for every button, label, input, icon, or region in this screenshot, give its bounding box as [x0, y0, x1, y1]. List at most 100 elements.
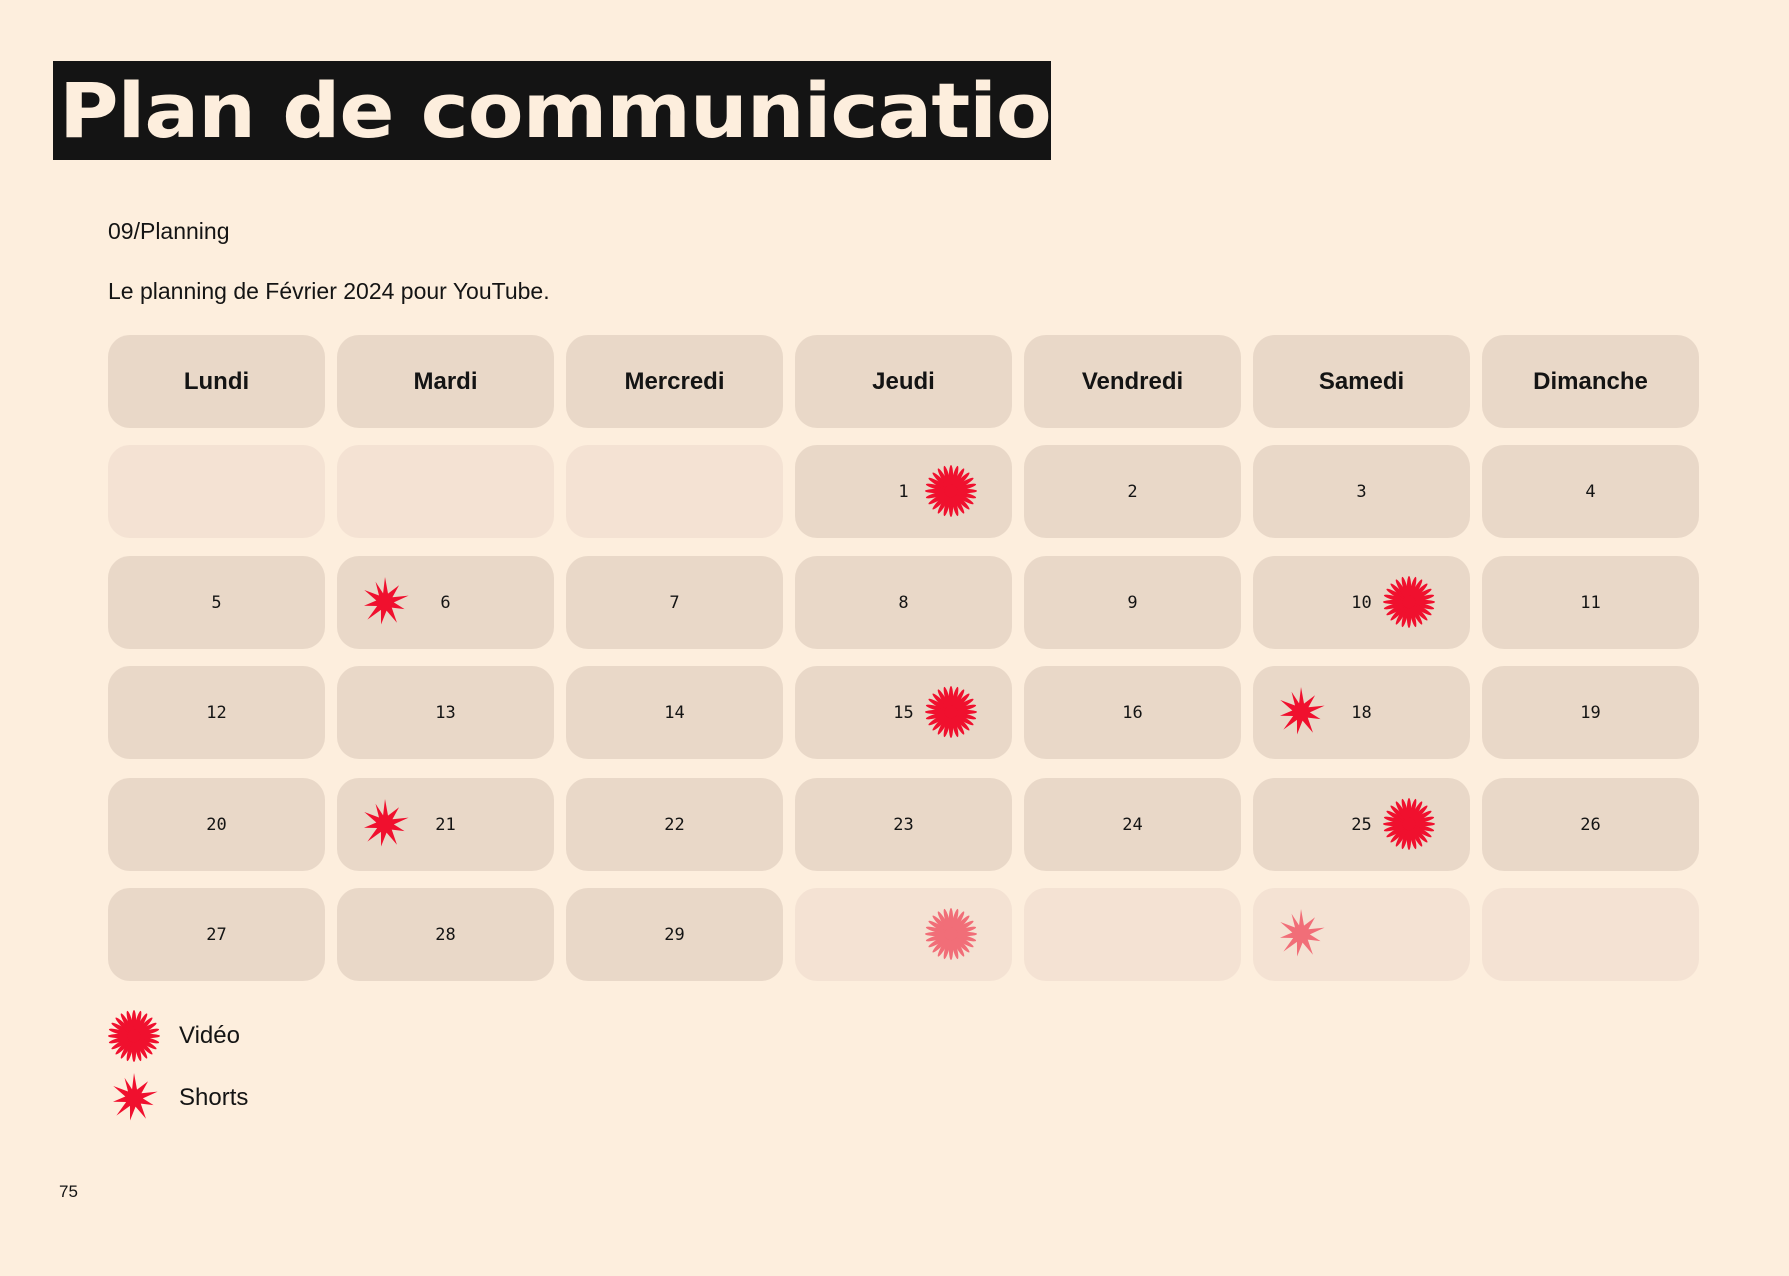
day-number: 4 — [1585, 481, 1596, 502]
video-icon — [1383, 798, 1435, 850]
day-number: 18 — [1351, 702, 1372, 723]
legend-label: Vidéo — [179, 1022, 240, 1049]
calendar-week-row: 5 6 7 8 9 10 11 — [108, 556, 1699, 649]
calendar-week-row: 12 13 14 15 16 18 19 — [108, 666, 1699, 759]
day-number: 19 — [1580, 702, 1601, 723]
legend-label: Shorts — [179, 1084, 249, 1111]
calendar-day-cell: 15 — [795, 666, 1012, 759]
calendar-day-cell: 26 — [1482, 778, 1699, 871]
day-number: 8 — [898, 592, 909, 613]
shorts-icon — [1275, 686, 1327, 738]
calendar-cell-empty — [566, 445, 783, 538]
day-header-label: Lundi — [183, 367, 250, 395]
calendar-cell-empty — [1482, 888, 1699, 981]
video-icon — [925, 686, 977, 738]
section-label: 09/Planning — [108, 218, 230, 244]
day-number: 21 — [435, 814, 456, 835]
calendar-day-cell: 19 — [1482, 666, 1699, 759]
calendar-header-row: Lundi Mardi Mercredi Jeudi Vendredi Samedi Dim… — [108, 335, 1699, 428]
day-number: 27 — [206, 924, 227, 945]
calendar-day-cell: 21 — [337, 778, 554, 871]
calendar-day-cell: 22 — [566, 778, 783, 871]
day-header-label: Mardi — [413, 367, 478, 395]
day-header-label: Mercredi — [624, 367, 725, 395]
calendar-day-cell: 2 — [1024, 445, 1241, 538]
shorts-icon — [1275, 908, 1327, 960]
calendar-cell-empty — [1024, 888, 1241, 981]
page-number: 75 — [59, 1182, 78, 1201]
calendar-day-cell: 14 — [566, 666, 783, 759]
calendar-week-row: 27 28 29 — [108, 888, 1699, 981]
day-number: 28 — [435, 924, 456, 945]
day-number: 12 — [206, 702, 227, 723]
day-header-label: Dimanche — [1533, 367, 1648, 395]
day-header: Vendredi — [1024, 335, 1241, 428]
day-number: 26 — [1580, 814, 1601, 835]
day-number: 14 — [664, 702, 685, 723]
day-number: 5 — [211, 592, 222, 613]
calendar-day-cell: 5 — [108, 556, 325, 649]
day-number: 22 — [664, 814, 685, 835]
shorts-icon — [359, 576, 411, 628]
shorts-icon — [108, 1072, 160, 1124]
calendar-day-cell: 16 — [1024, 666, 1241, 759]
day-header-label: Jeudi — [872, 367, 935, 395]
day-header-label: Samedi — [1318, 367, 1405, 395]
day-header: Mercredi — [566, 335, 783, 428]
calendar-day-cell: 6 — [337, 556, 554, 649]
calendar-day-cell: 28 — [337, 888, 554, 981]
calendar-week-row: 20 21 22 23 24 25 26 — [108, 778, 1699, 871]
calendar-cell-empty — [795, 888, 1012, 981]
calendar-cell-empty — [108, 445, 325, 538]
day-number: 13 — [435, 702, 456, 723]
day-header: Lundi — [108, 335, 325, 428]
day-number: 3 — [1356, 481, 1367, 502]
day-number: 16 — [1122, 702, 1143, 723]
day-header: Mardi — [337, 335, 554, 428]
calendar-day-cell: 27 — [108, 888, 325, 981]
calendar-cell-empty — [337, 445, 554, 538]
calendar-day-cell: 24 — [1024, 778, 1241, 871]
day-number: 29 — [664, 924, 685, 945]
day-number: 11 — [1580, 592, 1601, 613]
video-icon — [108, 1010, 160, 1062]
section-description: Le planning de Février 2024 pour YouTube… — [108, 278, 550, 304]
day-header: Jeudi — [795, 335, 1012, 428]
day-number: 24 — [1122, 814, 1143, 835]
calendar-day-cell: 10 — [1253, 556, 1470, 649]
day-number: 9 — [1127, 592, 1138, 613]
calendar-day-cell: 11 — [1482, 556, 1699, 649]
title-band: Plan de communication — [53, 61, 1109, 160]
day-number: 2 — [1127, 481, 1138, 502]
video-icon — [1383, 576, 1435, 628]
calendar-day-cell: 4 — [1482, 445, 1699, 538]
day-number: 6 — [440, 592, 451, 613]
page-title: Plan de communication — [59, 65, 1109, 155]
calendar-day-cell: 29 — [566, 888, 783, 981]
legend-item: Shorts — [108, 1072, 248, 1124]
calendar-day-cell: 9 — [1024, 556, 1241, 649]
day-number: 25 — [1351, 814, 1372, 835]
calendar-day-cell: 8 — [795, 556, 1012, 649]
day-header: Dimanche — [1482, 335, 1699, 428]
video-icon — [925, 908, 977, 960]
calendar-day-cell: 25 — [1253, 778, 1470, 871]
calendar-day-cell: 12 — [108, 666, 325, 759]
day-number: 23 — [893, 814, 914, 835]
day-number: 7 — [669, 592, 680, 613]
day-number: 10 — [1351, 592, 1372, 613]
legend-item: Vidéo — [108, 1010, 240, 1062]
calendar-day-cell: 3 — [1253, 445, 1470, 538]
day-number: 20 — [206, 814, 227, 835]
calendar-cell-empty — [1253, 888, 1470, 981]
calendar-day-cell: 13 — [337, 666, 554, 759]
calendar-day-cell: 23 — [795, 778, 1012, 871]
day-header: Samedi — [1253, 335, 1470, 428]
day-number: 15 — [893, 702, 914, 723]
video-icon — [925, 465, 977, 517]
shorts-icon — [359, 798, 411, 850]
calendar-day-cell: 20 — [108, 778, 325, 871]
day-number: 1 — [898, 481, 909, 502]
calendar-week-row: 1 2 3 4 — [108, 445, 1699, 538]
calendar-day-cell: 18 — [1253, 666, 1470, 759]
